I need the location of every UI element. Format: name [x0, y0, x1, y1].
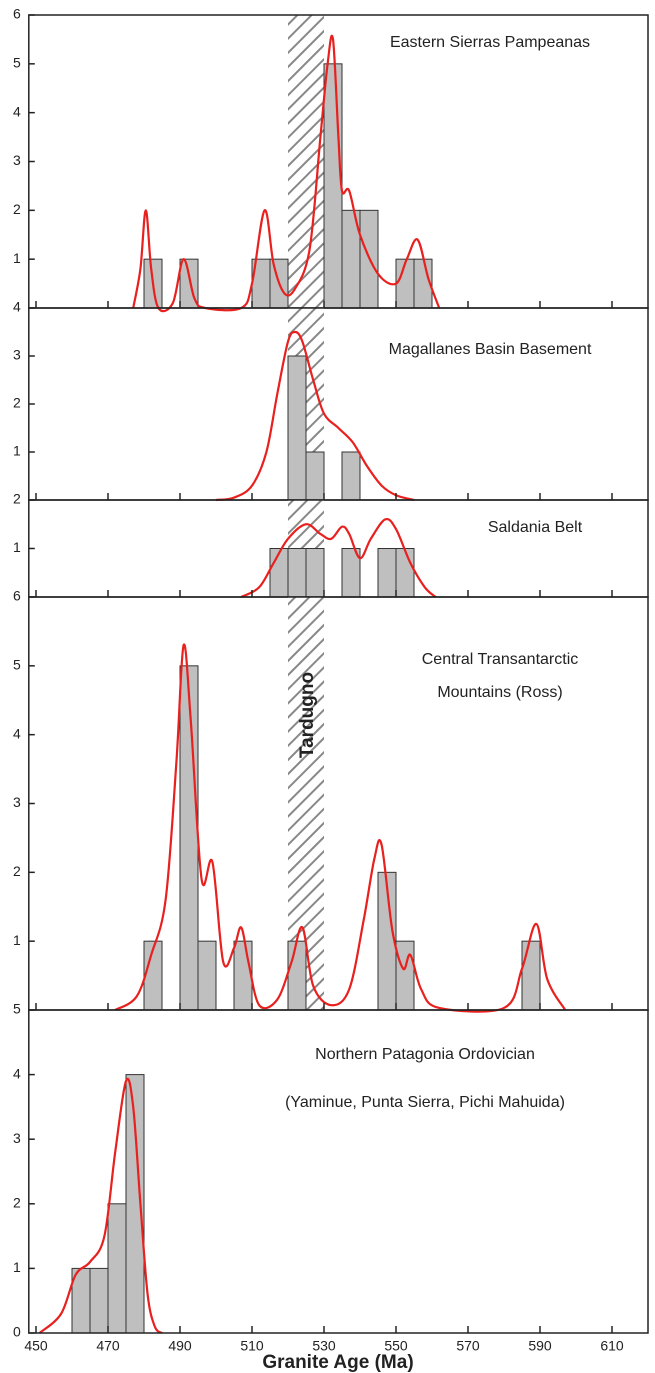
histogram-bar [521, 940, 541, 1011]
x-tick-label: 590 [528, 1338, 552, 1354]
panel-title: Northern Patagonia Ordovician [315, 1046, 535, 1063]
y-tick-label: 2 [13, 863, 21, 879]
panel-frame [28, 1009, 649, 1334]
kde-curve [215, 330, 415, 502]
histogram-bar [197, 940, 217, 1011]
histogram-bar [395, 548, 415, 598]
panel-title: (Yaminue, Punta Sierra, Pichi Mahuida) [285, 1094, 565, 1111]
y-tick-label: 3 [13, 347, 21, 363]
y-tick-label: 3 [13, 1130, 21, 1146]
x-tick-label: 570 [456, 1338, 480, 1354]
histogram-bar [287, 940, 307, 1011]
histogram-bar [305, 548, 325, 598]
plot-area: 1 2 3 4 5 6 Eastern Sierras Pampeanas 1 2 3 4 Magal… [13, 6, 649, 1373]
histogram-bar [323, 63, 343, 309]
histogram-bar [377, 548, 397, 598]
y-tick-label: 2 [13, 395, 21, 411]
y-tick-label: 6 [13, 588, 21, 604]
y-tick-label: 1 [13, 539, 21, 555]
panel-title: Central Transantarctic [422, 651, 579, 668]
y-tick-label: 4 [13, 1065, 21, 1081]
y-tick-label: 4 [13, 725, 21, 741]
y-tick-label: 1 [13, 443, 21, 459]
y-tick-label: 6 [13, 6, 21, 22]
x-tick-label: 470 [96, 1338, 120, 1354]
kde-curve [240, 517, 437, 598]
y-tick-label: 1 [13, 932, 21, 948]
histogram-bar [269, 548, 289, 598]
x-tick-label: 610 [600, 1338, 624, 1354]
band-annotation: Tardugno [297, 672, 318, 758]
histogram-bar [305, 451, 325, 501]
y-tick-label: 5 [13, 55, 21, 71]
kde-curve [114, 643, 567, 1013]
histogram-bar [287, 548, 307, 598]
y-tick-label: 3 [13, 152, 21, 168]
x-tick-label: 490 [168, 1338, 192, 1354]
y-tick-label: 5 [13, 1001, 21, 1017]
y-tick-label: 0 [13, 1324, 21, 1340]
y-tick-label: 1 [13, 250, 21, 266]
panel-title: Saldania Belt [488, 519, 583, 536]
x-tick-label: 510 [240, 1338, 264, 1354]
histogram-bar [395, 940, 415, 1011]
panel-title: Eastern Sierras Pampeanas [390, 34, 590, 51]
histogram-bar [179, 665, 199, 1011]
x-tick-label: 550 [384, 1338, 408, 1354]
x-axis-label: Granite Age (Ma) [262, 1352, 413, 1373]
panel-frame [28, 307, 649, 501]
y-tick-label: 4 [13, 103, 21, 119]
histogram-bar [89, 1267, 109, 1334]
y-tick-label: 4 [13, 299, 21, 315]
x-tick-label: 450 [24, 1338, 48, 1354]
panel-title: Magallanes Basin Basement [389, 341, 592, 358]
histogram-bar [233, 940, 253, 1011]
kde-curve [38, 1077, 163, 1334]
y-tick-label: 2 [13, 201, 21, 217]
panel-title: Mountains (Ross) [437, 684, 562, 701]
histogram-bar [341, 451, 361, 501]
y-tick-label: 5 [13, 657, 21, 673]
y-tick-label: 2 [13, 1195, 21, 1211]
x-tick-label: 530 [312, 1338, 336, 1354]
histogram-bar [287, 355, 307, 501]
histogram-bar [107, 1203, 127, 1334]
y-tick-label: 2 [13, 491, 21, 507]
kde-curve [132, 34, 441, 313]
y-tick-label: 1 [13, 1259, 21, 1275]
y-tick-label: 3 [13, 794, 21, 810]
panel-frame [28, 499, 649, 598]
